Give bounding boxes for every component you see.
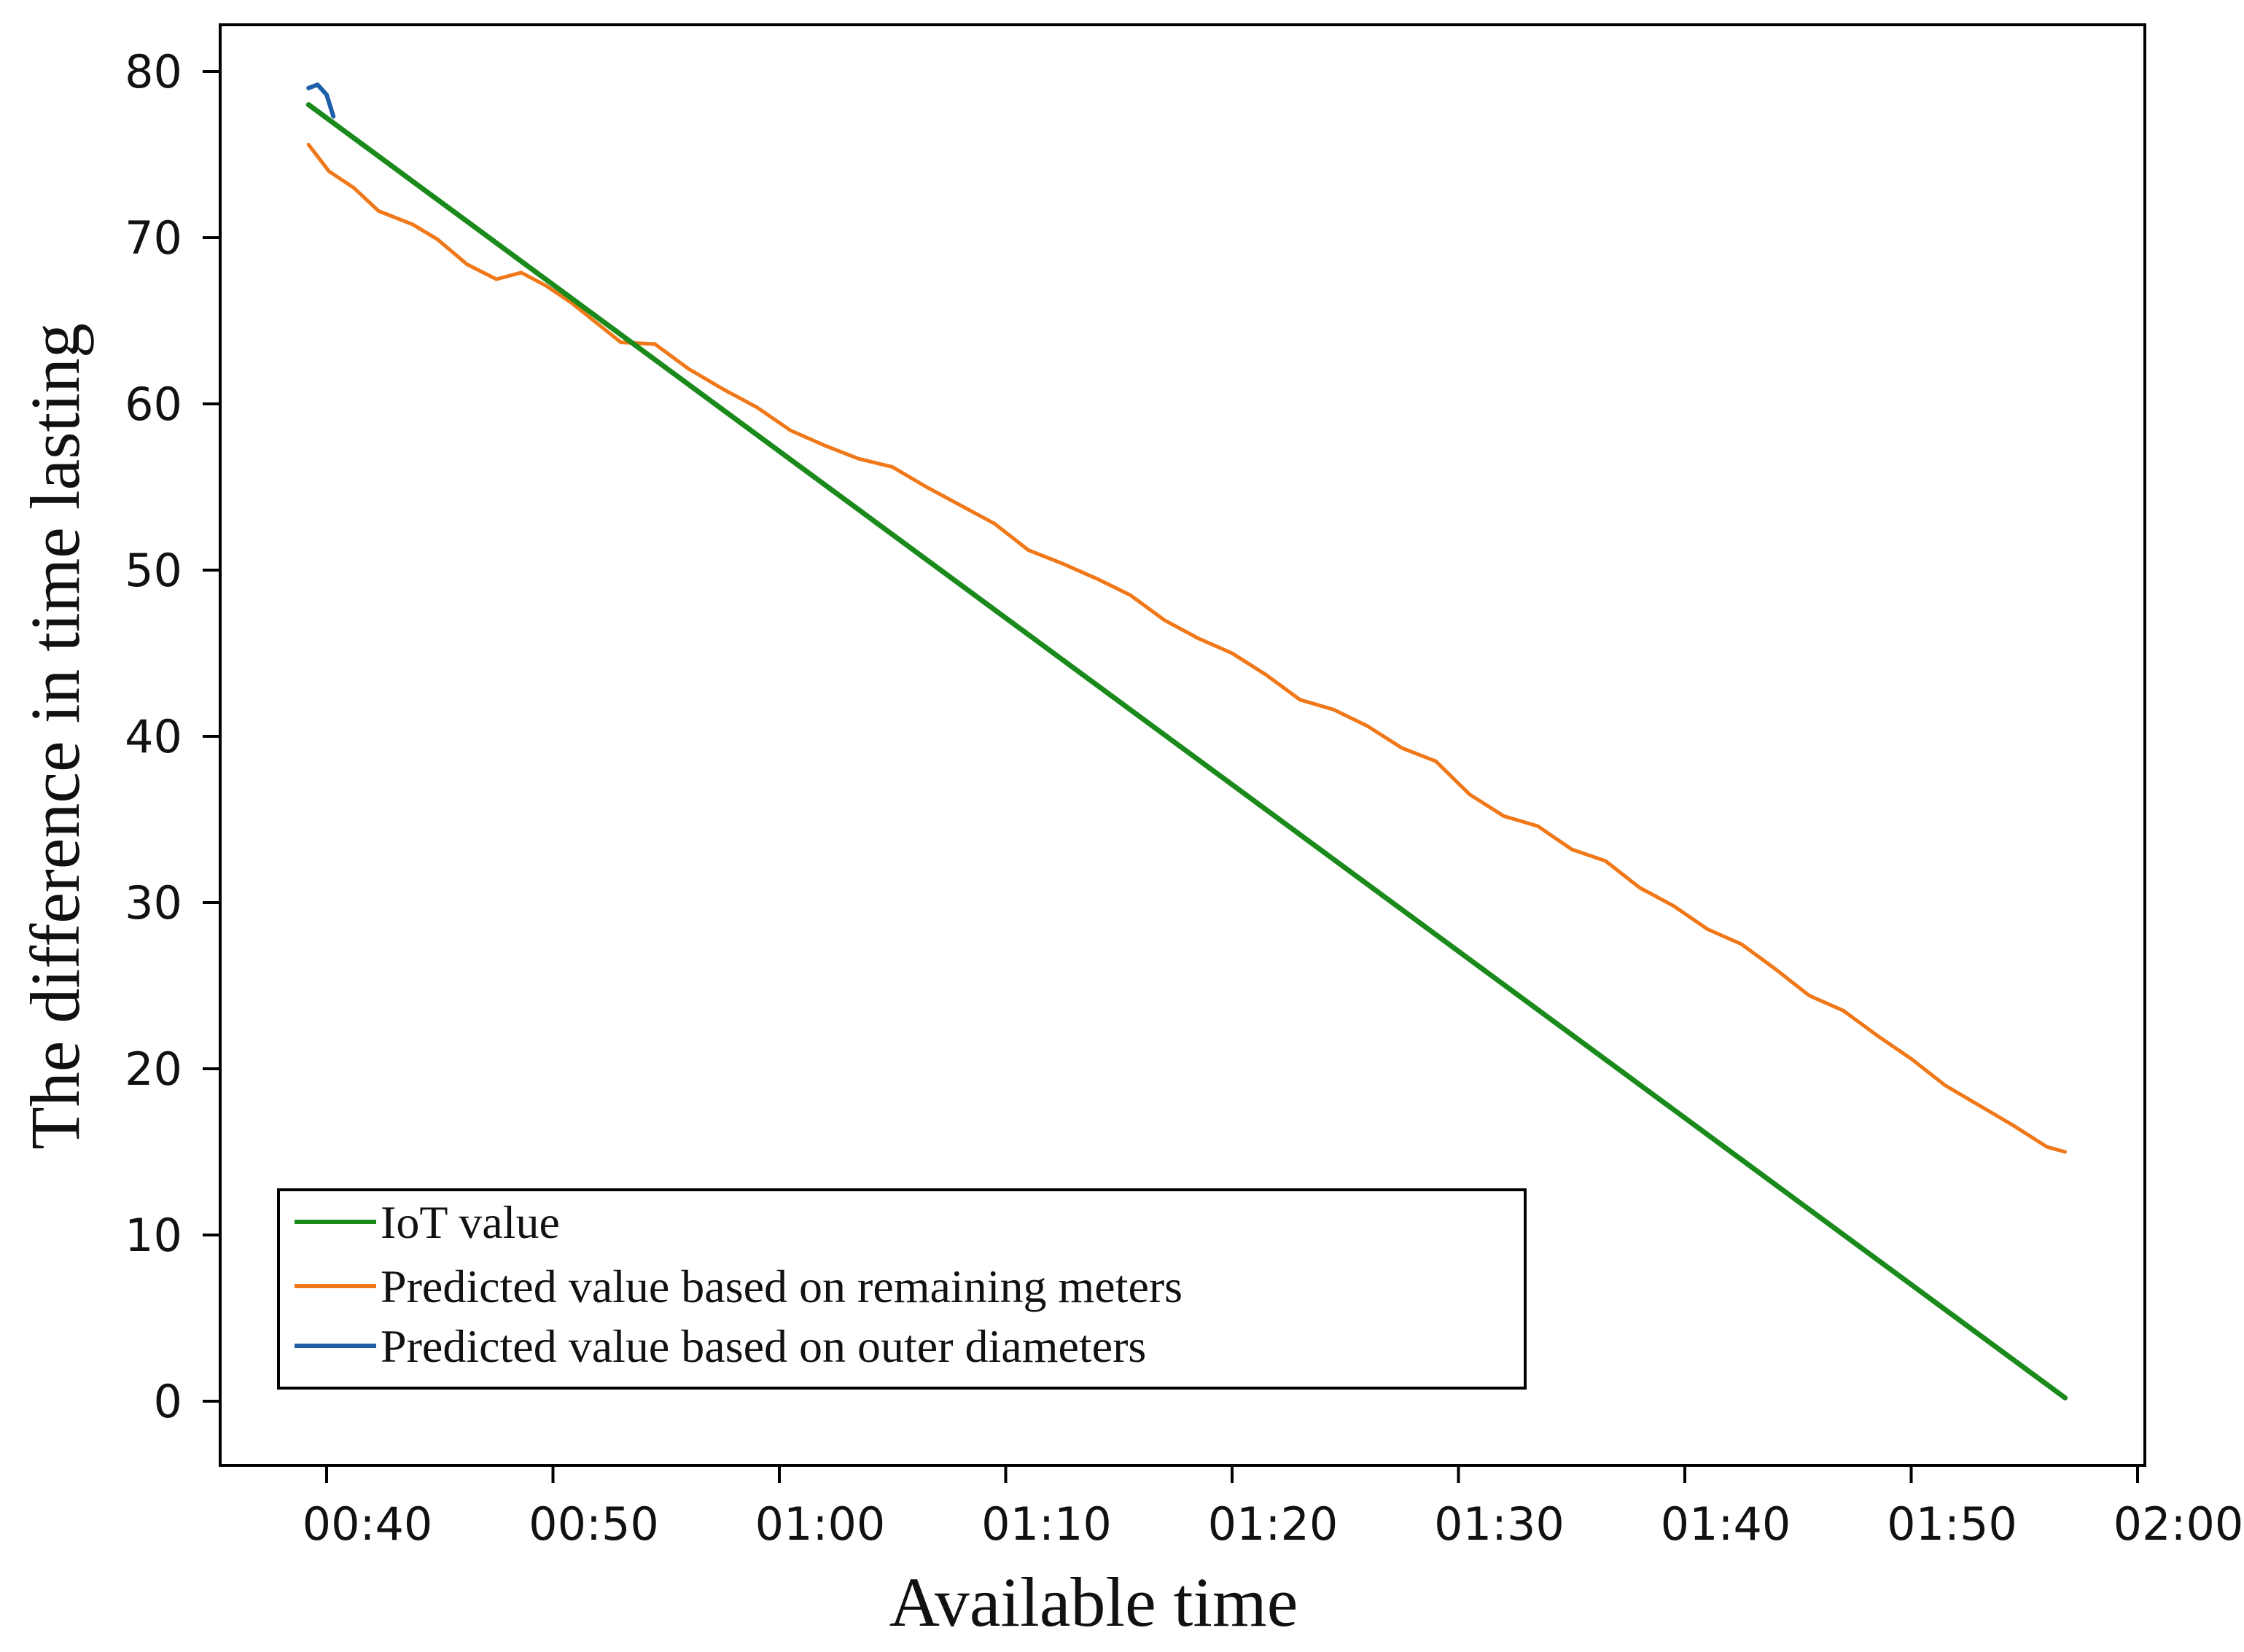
y-tick-label: 0 xyxy=(154,1375,182,1428)
series-line-iot-value xyxy=(305,102,2068,1400)
y-axis-ticks: 0 10 20 30 40 50 60 70 80 xyxy=(125,45,220,1428)
y-tick-label: 60 xyxy=(125,378,182,431)
legend-label: IoT value xyxy=(381,1196,560,1248)
legend-box xyxy=(277,1188,1527,1390)
legend-label: Predicted value based on remaining meter… xyxy=(381,1261,1183,1312)
series-line-remaining-meters xyxy=(306,142,2068,1154)
y-tick-label: 40 xyxy=(125,710,182,763)
x-tick-label: 01:20 xyxy=(1208,1497,1339,1551)
x-axis-title: Available time xyxy=(889,1563,1298,1641)
y-tick-label: 10 xyxy=(125,1209,182,1262)
y-tick-label: 30 xyxy=(125,876,182,930)
x-tick-label: 01:30 xyxy=(1434,1497,1565,1551)
x-tick-label: 01:10 xyxy=(981,1497,1112,1551)
plot-frame xyxy=(219,23,2146,1467)
x-tick-label: 02:00 xyxy=(2114,1497,2244,1551)
x-tick-label: 01:40 xyxy=(1661,1497,1791,1551)
y-tick-label: 80 xyxy=(125,45,182,98)
x-tick-label: 01:50 xyxy=(1887,1497,2017,1551)
x-tick-label: 00:50 xyxy=(529,1497,659,1551)
x-tick-label: 00:40 xyxy=(303,1497,433,1551)
x-tick-label: 01:00 xyxy=(755,1497,886,1551)
y-tick-label: 20 xyxy=(125,1043,182,1096)
x-axis-ticks: 00:40 00:50 01:00 01:10 01:20 01:30 01:40 01:50… xyxy=(303,1465,2244,1551)
y-tick-label: 50 xyxy=(125,544,182,597)
legend: IoT value Predicted value based on remain… xyxy=(277,1188,1527,1390)
y-axis-title: The difference in time lasting xyxy=(16,323,94,1150)
y-tick-label: 70 xyxy=(125,211,182,265)
legend-label: Predicted value based on outer diameters xyxy=(381,1320,1146,1372)
series-line-outer-diameters xyxy=(306,82,336,119)
series-layer xyxy=(305,82,2068,1400)
